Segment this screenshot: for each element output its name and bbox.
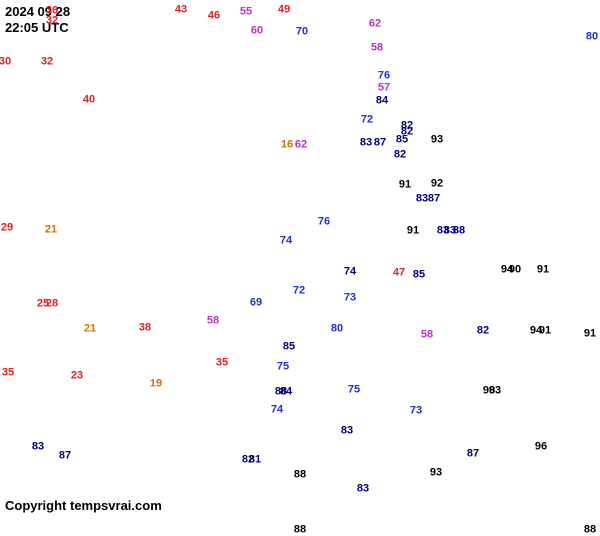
data-point: 75 <box>348 385 360 396</box>
data-point: 92 <box>431 179 443 190</box>
data-point: 83 <box>32 442 44 453</box>
data-point: 91 <box>399 180 411 191</box>
data-point: 43 <box>175 5 187 16</box>
data-point: 83 <box>357 484 369 495</box>
data-point: 87 <box>428 194 440 205</box>
data-point: 74 <box>344 267 356 278</box>
data-point: 81 <box>249 455 261 466</box>
data-point: 62 <box>369 19 381 30</box>
data-point: 85 <box>413 270 425 281</box>
data-point: 84 <box>376 96 388 107</box>
weather-scatter-map: 2024 09 28 22:05 UTC Copyright tempsvrai… <box>0 0 600 536</box>
date-label: 2024 09 28 <box>5 4 70 19</box>
data-point: 74 <box>271 405 283 416</box>
data-point: 75 <box>277 362 289 373</box>
data-point: 76 <box>378 71 390 82</box>
data-point: 58 <box>421 330 433 341</box>
data-point: 91 <box>407 226 419 237</box>
data-point: 28 <box>46 299 58 310</box>
data-point: 80 <box>586 32 598 43</box>
data-point: 88 <box>294 525 306 536</box>
data-point: 87 <box>59 451 71 462</box>
data-point: 90 <box>509 265 521 276</box>
data-point: 57 <box>378 83 390 94</box>
data-point: 23 <box>71 371 83 382</box>
data-point: 62 <box>295 140 307 151</box>
data-point: 72 <box>361 115 373 126</box>
data-point: 58 <box>207 316 219 327</box>
data-point: 85 <box>283 342 295 353</box>
copyright-text: Copyright tempsvrai.com <box>5 498 162 513</box>
data-point: 40 <box>83 95 95 106</box>
timestamp-header: 2024 09 28 22:05 UTC <box>5 4 70 35</box>
data-point: 93 <box>489 386 501 397</box>
data-point: 46 <box>208 11 220 22</box>
data-point: 88 <box>584 525 596 536</box>
data-point: 58 <box>371 43 383 54</box>
data-point: 21 <box>84 324 96 335</box>
data-point: 32 <box>46 16 58 27</box>
data-point: 30 <box>0 57 11 68</box>
data-point: 55 <box>240 7 252 18</box>
data-point: 21 <box>45 225 57 236</box>
data-point: 87 <box>374 138 386 149</box>
data-point: 87 <box>467 449 479 460</box>
data-point: 84 <box>280 387 292 398</box>
data-point: 82 <box>394 150 406 161</box>
time-label: 22:05 UTC <box>5 20 69 35</box>
data-point: 83 <box>360 138 372 149</box>
data-point: 96 <box>535 442 547 453</box>
data-point: 72 <box>293 286 305 297</box>
data-point: 82 <box>477 326 489 337</box>
data-point: 83 <box>341 426 353 437</box>
data-point: 73 <box>410 406 422 417</box>
data-point: 80 <box>331 324 343 335</box>
data-point: 83 <box>416 194 428 205</box>
data-point: 93 <box>431 135 443 146</box>
data-point: 70 <box>296 27 308 38</box>
data-point: 16 <box>281 140 293 151</box>
data-point: 91 <box>539 326 551 337</box>
data-point: 32 <box>41 57 53 68</box>
data-point: 76 <box>318 217 330 228</box>
data-point: 73 <box>344 293 356 304</box>
data-point: 91 <box>584 329 596 340</box>
data-point: 88 <box>294 470 306 481</box>
data-point: 74 <box>280 236 292 247</box>
data-point: 19 <box>150 379 162 390</box>
data-point: 91 <box>537 265 549 276</box>
data-point: 49 <box>278 5 290 16</box>
data-point: 35 <box>2 368 14 379</box>
data-point: 93 <box>430 468 442 479</box>
data-point: 38 <box>139 323 151 334</box>
data-point: 88 <box>453 226 465 237</box>
data-point: 69 <box>250 298 262 309</box>
data-point: 35 <box>216 358 228 369</box>
data-point: 29 <box>1 223 13 234</box>
data-point: 60 <box>251 26 263 37</box>
data-point: 85 <box>396 135 408 146</box>
data-point: 47 <box>393 268 405 279</box>
